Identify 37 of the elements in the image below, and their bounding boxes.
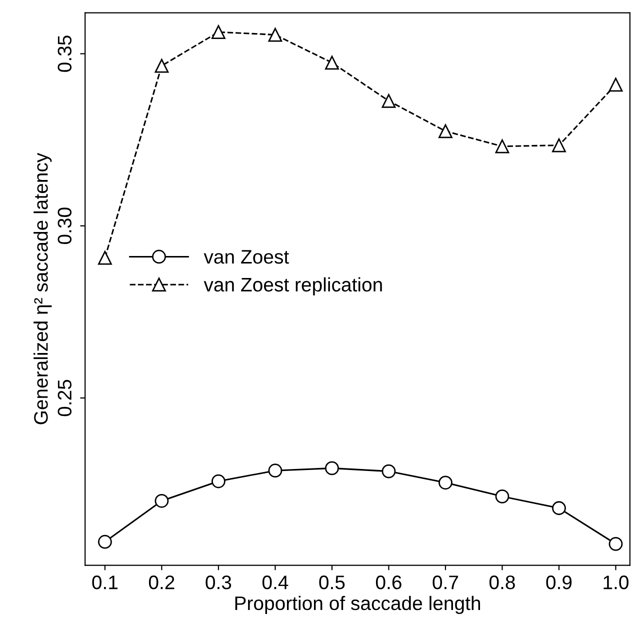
- legend-label: van Zoest: [204, 250, 289, 264]
- point: [325, 461, 339, 476]
- y-axis-title: Generalized η² saccade latency: [34, 152, 52, 424]
- point: [495, 139, 510, 154]
- point: [154, 494, 169, 508]
- y-tick-label: 0.25: [58, 380, 72, 416]
- y-tick-label: 0.30: [58, 208, 72, 244]
- point: [608, 536, 623, 551]
- point: [438, 124, 452, 138]
- point: [608, 78, 623, 92]
- x-tick-label: 0.3: [206, 576, 232, 590]
- x-tick-label: 0.5: [319, 576, 345, 590]
- x-tick-label: 0.1: [92, 576, 118, 590]
- point: [212, 474, 226, 488]
- point: [98, 250, 112, 265]
- point: [552, 138, 566, 152]
- point: [268, 464, 282, 478]
- point: [212, 25, 226, 39]
- point: [382, 464, 396, 478]
- point: [98, 534, 112, 549]
- point: [438, 476, 452, 490]
- x-axis-title: Proportion of saccade length: [235, 596, 480, 614]
- point: [154, 58, 169, 73]
- point: [382, 94, 396, 108]
- x-tick-label: 0.4: [262, 576, 288, 590]
- x-tick-label: 0.6: [376, 576, 402, 590]
- x-tick-label: 1.0: [604, 576, 628, 590]
- y-tick-label: 0.35: [58, 36, 72, 72]
- point: [268, 28, 282, 42]
- x-tick-label: 0.8: [489, 576, 515, 590]
- point: [495, 489, 510, 504]
- x-tick-label: 0.7: [432, 576, 458, 590]
- legend-label: van Zoest replication: [204, 277, 382, 296]
- point: [552, 501, 566, 516]
- x-tick-label: 0.2: [148, 576, 174, 590]
- x-tick-label: 0.9: [546, 576, 572, 590]
- point: [325, 56, 339, 70]
